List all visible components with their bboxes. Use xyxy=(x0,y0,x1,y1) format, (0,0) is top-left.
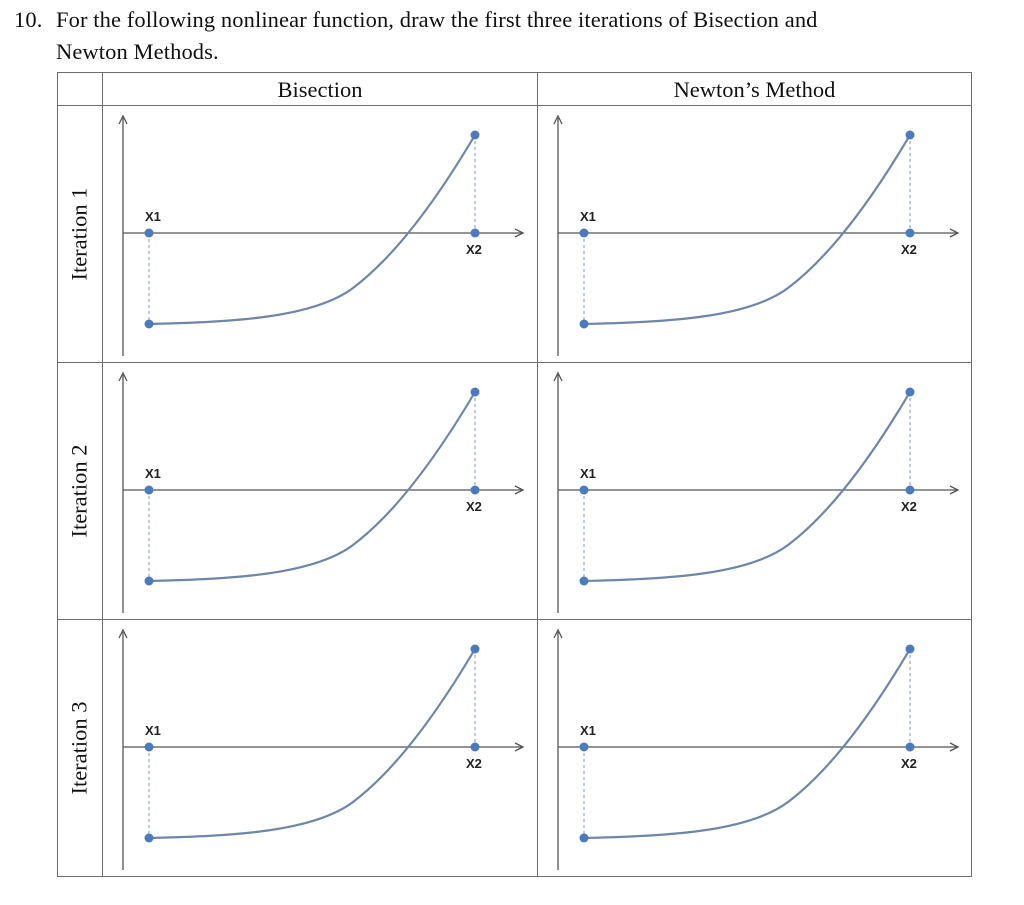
x2-point xyxy=(470,228,480,238)
x1-point xyxy=(144,485,154,495)
x1-label: X1 xyxy=(580,209,596,224)
function-sketch: X1 X2 xyxy=(553,628,960,870)
y-axis-arrow-icon xyxy=(118,371,128,382)
y-axis-arrow-icon xyxy=(553,371,563,382)
question-text: 10. For the following nonlinear function,… xyxy=(14,4,1014,68)
x-axis-arrow-icon xyxy=(514,485,525,495)
x2-label: X2 xyxy=(466,242,482,257)
function-curve xyxy=(148,391,476,583)
y-axis-arrow-icon xyxy=(118,114,128,125)
column-header-newton: Newton’s Method xyxy=(673,77,836,102)
f-x1-point xyxy=(144,319,154,329)
f-x1-point xyxy=(144,833,154,843)
cell-bisection-iteration-2[interactable]: X1 X2 xyxy=(103,363,537,619)
x-axis-arrow-icon xyxy=(949,742,960,752)
x1-point xyxy=(144,228,154,238)
x-axis-arrow-icon xyxy=(514,228,525,238)
x2-label: X2 xyxy=(901,756,917,771)
row-label-iteration-1: Iteration 1 xyxy=(67,187,92,281)
y-axis-arrow-icon xyxy=(118,628,128,639)
x2-label: X2 xyxy=(901,499,917,514)
question-line-2: Newton Methods. xyxy=(56,39,219,64)
f-x1-point xyxy=(579,576,589,586)
x-axis-arrow-icon xyxy=(514,742,525,752)
iterations-table: Bisection Newton’s Method Iteration 1 It… xyxy=(57,72,972,877)
x1-point xyxy=(579,228,589,238)
function-sketch: X1 X2 xyxy=(118,371,525,613)
f-x2-point xyxy=(470,387,480,397)
x1-point xyxy=(579,742,589,752)
y-axis-arrow-icon xyxy=(553,114,563,125)
x1-label: X1 xyxy=(145,209,161,224)
x1-label: X1 xyxy=(145,723,161,738)
x2-point xyxy=(905,485,915,495)
x2-point xyxy=(905,742,915,752)
table-divider xyxy=(102,73,103,876)
x2-label: X2 xyxy=(466,756,482,771)
f-x2-point xyxy=(905,387,915,397)
x2-point xyxy=(470,742,480,752)
x1-point xyxy=(144,742,154,752)
question-line-1: 10. For the following nonlinear function,… xyxy=(14,4,1014,36)
function-curve xyxy=(148,648,476,840)
cell-newton-iteration-2[interactable]: X1 X2 xyxy=(538,363,971,619)
table-divider xyxy=(537,73,538,876)
table-divider xyxy=(58,362,971,363)
f-x2-point xyxy=(470,644,480,654)
y-axis-arrow-icon xyxy=(553,628,563,639)
table-divider xyxy=(58,619,971,620)
x2-label: X2 xyxy=(901,242,917,257)
function-sketch: X1 X2 xyxy=(553,371,960,613)
f-x1-point xyxy=(144,576,154,586)
f-x2-point xyxy=(470,130,480,140)
function-sketch: X1 X2 xyxy=(118,628,525,870)
cell-newton-iteration-1[interactable]: X1 X2 xyxy=(538,106,971,362)
x-axis-arrow-icon xyxy=(949,228,960,238)
row-label-iteration-3: Iteration 3 xyxy=(67,701,92,795)
function-curve xyxy=(148,134,476,326)
table-divider xyxy=(58,105,971,106)
x1-label: X1 xyxy=(580,466,596,481)
x-axis-arrow-icon xyxy=(949,485,960,495)
cell-bisection-iteration-1[interactable]: X1 X2 xyxy=(103,106,537,362)
function-curve xyxy=(583,648,911,840)
f-x2-point xyxy=(905,130,915,140)
x1-label: X1 xyxy=(580,723,596,738)
x2-point xyxy=(905,228,915,238)
function-curve xyxy=(583,134,911,326)
x1-point xyxy=(579,485,589,495)
function-sketch: X1 X2 xyxy=(553,114,960,356)
cell-newton-iteration-3[interactable]: X1 X2 xyxy=(538,620,971,876)
x1-label: X1 xyxy=(145,466,161,481)
x2-label: X2 xyxy=(466,499,482,514)
question-number: 10. xyxy=(14,7,43,32)
f-x2-point xyxy=(905,644,915,654)
cell-bisection-iteration-3[interactable]: X1 X2 xyxy=(103,620,537,876)
x2-point xyxy=(470,485,480,495)
function-curve xyxy=(583,391,911,583)
row-label-iteration-2: Iteration 2 xyxy=(67,444,92,538)
f-x1-point xyxy=(579,319,589,329)
function-sketch: X1 X2 xyxy=(118,114,525,356)
column-header-bisection: Bisection xyxy=(277,77,363,102)
f-x1-point xyxy=(579,833,589,843)
